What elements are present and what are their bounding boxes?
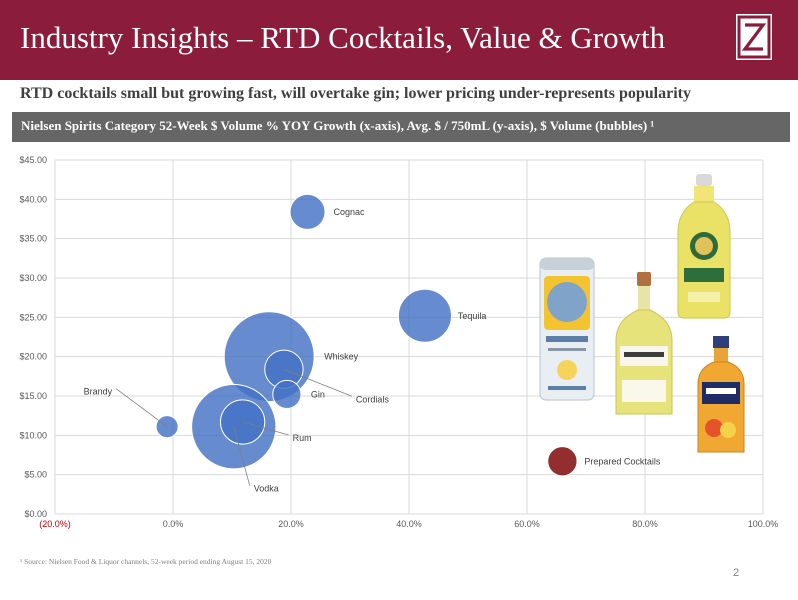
x-tick-label: (20.0%) xyxy=(39,519,71,529)
y-tick-label: $30.00 xyxy=(19,273,47,283)
chart-bubbles xyxy=(155,193,578,477)
leader-line xyxy=(233,426,251,486)
chart-caption-text: Nielsen Spirits Category 52-Week $ Volum… xyxy=(21,118,655,133)
x-tick-label: 0.0% xyxy=(163,519,184,529)
x-tick-label: 20.0% xyxy=(278,519,304,529)
bubble-cognac xyxy=(289,193,326,230)
page-number: 2 xyxy=(733,567,740,579)
leader-line xyxy=(115,388,168,428)
z-logo-icon xyxy=(737,15,771,59)
y-tick-label: $40.00 xyxy=(19,194,47,204)
leader-line xyxy=(283,368,353,397)
bubble-label: Gin xyxy=(311,389,325,399)
title-bar: Industry Insights – RTD Cocktails, Value… xyxy=(0,0,798,80)
bubble-label: Prepared Cocktails xyxy=(584,456,661,466)
leader-line xyxy=(242,421,289,436)
bubble-label: Cognac xyxy=(334,207,366,217)
bubble-prepared-cocktails xyxy=(547,446,578,477)
page-title: Industry Insights – RTD Cocktails, Value… xyxy=(20,20,666,55)
x-tick-label: 40.0% xyxy=(396,519,422,529)
margarita-jug-image xyxy=(677,174,731,319)
bubble-label: Brandy xyxy=(84,387,113,397)
company-logo xyxy=(736,14,772,60)
x-tick-label: 100.0% xyxy=(748,519,779,529)
slide-subtitle: RTD cocktails small but growing fast, wi… xyxy=(20,85,691,102)
rtd-can-image xyxy=(539,257,595,401)
y-tick-label: $35.00 xyxy=(19,234,47,244)
bubble-label: Whiskey xyxy=(324,352,359,362)
bubble-label: Tequila xyxy=(458,311,487,321)
y-tick-label: $0.00 xyxy=(24,509,47,519)
chart-caption-banner: Nielsen Spirits Category 52-Week $ Volum… xyxy=(12,112,790,142)
x-tick-label: 80.0% xyxy=(632,519,658,529)
source-footnote: ¹ Source: Nielsen Food & Liquor channels… xyxy=(20,557,272,566)
tequila-bottle-image xyxy=(697,336,745,453)
chart-bubble-labels: Cognac Tequila Whiskey Cordials Gin Brandy Rum… xyxy=(84,207,661,494)
y-tick-label: $15.00 xyxy=(19,391,47,401)
y-tick-label: $20.00 xyxy=(19,352,47,362)
y-tick-label: $25.00 xyxy=(19,312,47,322)
bubble-label: Vodka xyxy=(254,484,279,494)
bottled-cocktail-image xyxy=(615,272,673,415)
bubble-gin xyxy=(272,379,302,410)
bubble-tequila xyxy=(397,288,452,343)
y-tick-label: $10.00 xyxy=(19,430,47,440)
bubble-label: Cordials xyxy=(356,394,390,404)
x-tick-label: 60.0% xyxy=(514,519,540,529)
bubble-label: Rum xyxy=(293,433,312,443)
y-tick-label: $45.00 xyxy=(19,155,47,165)
chart-axes: $0.00 $5.00 $10.00 $15.00 $20.00 $25.00 $30.00… xyxy=(19,155,778,529)
y-tick-label: $5.00 xyxy=(24,470,47,480)
